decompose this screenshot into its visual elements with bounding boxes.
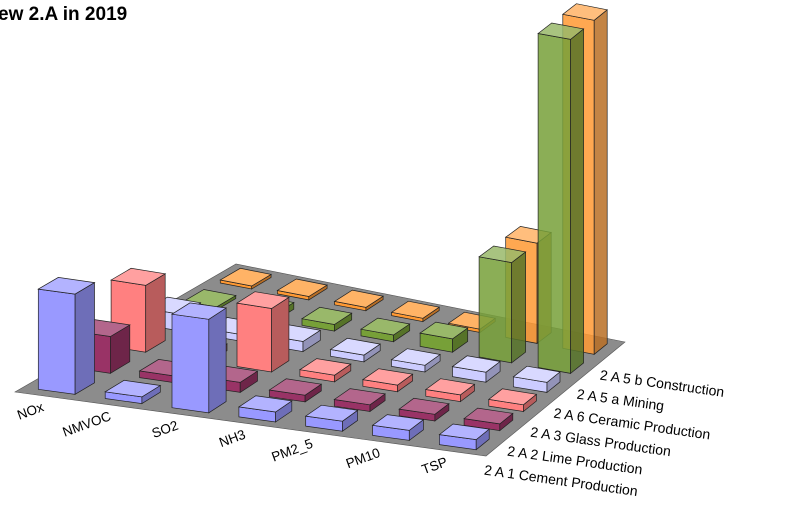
bar-top-face (301, 306, 353, 325)
bar-3-4 (360, 317, 411, 343)
bar-top-face (390, 300, 441, 319)
bar-top-face (219, 267, 273, 287)
bar-1-0 (104, 379, 162, 405)
bar-front-face (37, 288, 76, 395)
bar-front-face (236, 302, 272, 373)
bar-top-face (478, 245, 527, 263)
bar-top-face (438, 423, 491, 440)
bar-top-face (304, 404, 359, 422)
bar-side-face (145, 273, 166, 353)
bar-4-4 (419, 321, 469, 353)
bar-top-face (371, 414, 425, 431)
bar-4-0 (304, 404, 359, 432)
bar-top-face (276, 278, 329, 297)
bar-side-face (271, 296, 290, 373)
bar-top-face (463, 407, 514, 425)
bar-6-2 (487, 388, 538, 413)
bar-0-0 (37, 277, 96, 395)
bar-top-face (390, 348, 441, 366)
bar-4-3 (390, 348, 441, 373)
category-label: NH3 (217, 427, 248, 450)
bar-3-2 (298, 358, 352, 383)
bar-5-4 (478, 245, 527, 364)
bar-6-3 (512, 365, 561, 394)
bar-3-3 (329, 337, 382, 363)
bar-top-face (329, 337, 382, 356)
bar-5-3 (451, 355, 501, 383)
bar-top-face (360, 317, 411, 336)
bar-top-face (451, 355, 501, 373)
bar-2-4 (301, 306, 353, 332)
bar-2-2 (236, 291, 290, 373)
bar-5-0 (371, 414, 425, 442)
bar-side-face (74, 281, 95, 395)
category-label: NMVOC (61, 408, 114, 439)
bar-top-face (561, 3, 609, 21)
bar-top-face (237, 395, 293, 413)
bar-top-face (171, 302, 228, 320)
bar-5-1 (398, 397, 450, 422)
bar-2-5 (333, 289, 385, 312)
category-label: TSP (420, 454, 450, 477)
bar-top-face (236, 291, 290, 309)
bar-top-face (537, 22, 585, 40)
bar-top-face (424, 378, 476, 396)
bar-top-face (37, 277, 96, 295)
bar-3-5 (390, 300, 441, 323)
bar-6-4 (537, 22, 585, 375)
bar-5-2 (424, 378, 476, 403)
category-label: PM10 (344, 445, 382, 471)
bar-top-face (333, 289, 385, 308)
bar-side-face (570, 28, 584, 375)
bar-4-1 (333, 388, 387, 413)
bar-3-0 (237, 395, 293, 423)
bars-group (37, 3, 609, 451)
bar-front-face (171, 313, 210, 414)
bar-top-face (512, 365, 561, 383)
bar-side-face (208, 307, 227, 414)
bar-front-face (478, 256, 512, 364)
bar-top-face (419, 321, 469, 340)
bar-top-face (333, 388, 387, 406)
category-label: NOx (15, 399, 46, 422)
category-label: SO2 (150, 418, 181, 441)
chart-title: ew 2.A in 2019 (0, 4, 128, 25)
bar-6-1 (463, 407, 514, 432)
bar-2-0 (171, 302, 228, 414)
bar-top-face (298, 358, 352, 376)
bar-top-face (398, 397, 450, 415)
bar-side-face (593, 9, 608, 356)
category-label: PM2_5 (269, 436, 314, 465)
bar-top-face (361, 368, 414, 386)
bar-front-face (537, 33, 571, 374)
bar-top-face (268, 378, 323, 396)
bar-6-0 (438, 423, 491, 451)
bar-side-face (511, 251, 526, 364)
bar-top-face (104, 379, 162, 398)
bar-1-5 (276, 278, 329, 301)
bar-top-face (487, 388, 538, 406)
bar-0-5 (219, 267, 273, 290)
bar-top-face (110, 267, 167, 286)
bar-4-2 (361, 368, 414, 393)
bar-3-1 (268, 378, 323, 403)
